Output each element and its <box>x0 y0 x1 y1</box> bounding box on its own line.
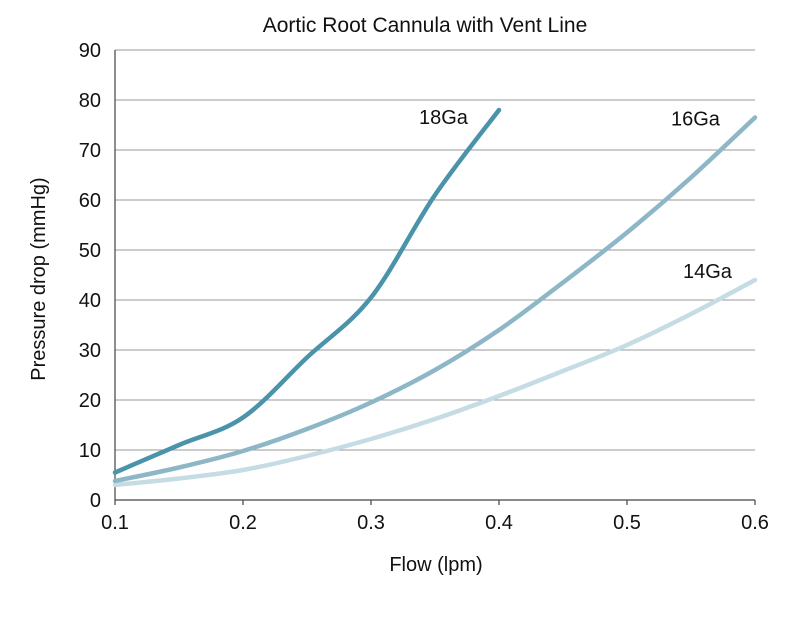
y-tick-label: 90 <box>79 40 101 62</box>
y-axis-label: Pressure drop (mmHg) <box>28 177 50 380</box>
series-line <box>112 107 502 475</box>
series-label: 14Ga <box>683 261 733 283</box>
series-line <box>112 115 758 484</box>
x-tick-label: 0.6 <box>741 512 769 534</box>
series-14ga: 14Ga <box>112 261 758 488</box>
series-line <box>112 277 758 488</box>
x-tick-label: 0.5 <box>613 512 641 534</box>
series-18ga: 18Ga <box>112 107 502 475</box>
y-tick-label: 80 <box>79 90 101 112</box>
x-tick-label: 0.2 <box>229 512 257 534</box>
x-axis-label: Flow (lpm) <box>389 554 482 576</box>
x-tick-label: 0.3 <box>357 512 385 534</box>
y-tick-label: 70 <box>79 140 101 162</box>
x-tick-label: 0.1 <box>101 512 129 534</box>
series-layer: 14Ga 16Ga 18Ga <box>112 107 758 488</box>
y-tick-label: 10 <box>79 440 101 462</box>
y-tick-label: 50 <box>79 240 101 262</box>
series-16ga: 16Ga <box>112 109 758 484</box>
grid-layer <box>115 49 755 451</box>
y-tick-label: 60 <box>79 190 101 212</box>
y-tick-label: 0 <box>90 490 101 512</box>
series-label: 18Ga <box>419 107 469 129</box>
y-tick-label: 20 <box>79 390 101 412</box>
series-label: 16Ga <box>671 109 721 131</box>
y-tick-label: 40 <box>79 290 101 312</box>
x-tick-label: 0.4 <box>485 512 513 534</box>
axis-layer <box>114 50 756 505</box>
tick-layer: 0 10 20 30 40 50 60 70 80 90 0.1 0.2 0.3 0.4 0.5 0.6 <box>79 40 769 534</box>
chart-title: Aortic Root Cannula with Vent Line <box>263 14 588 37</box>
y-tick-label: 30 <box>79 340 101 362</box>
